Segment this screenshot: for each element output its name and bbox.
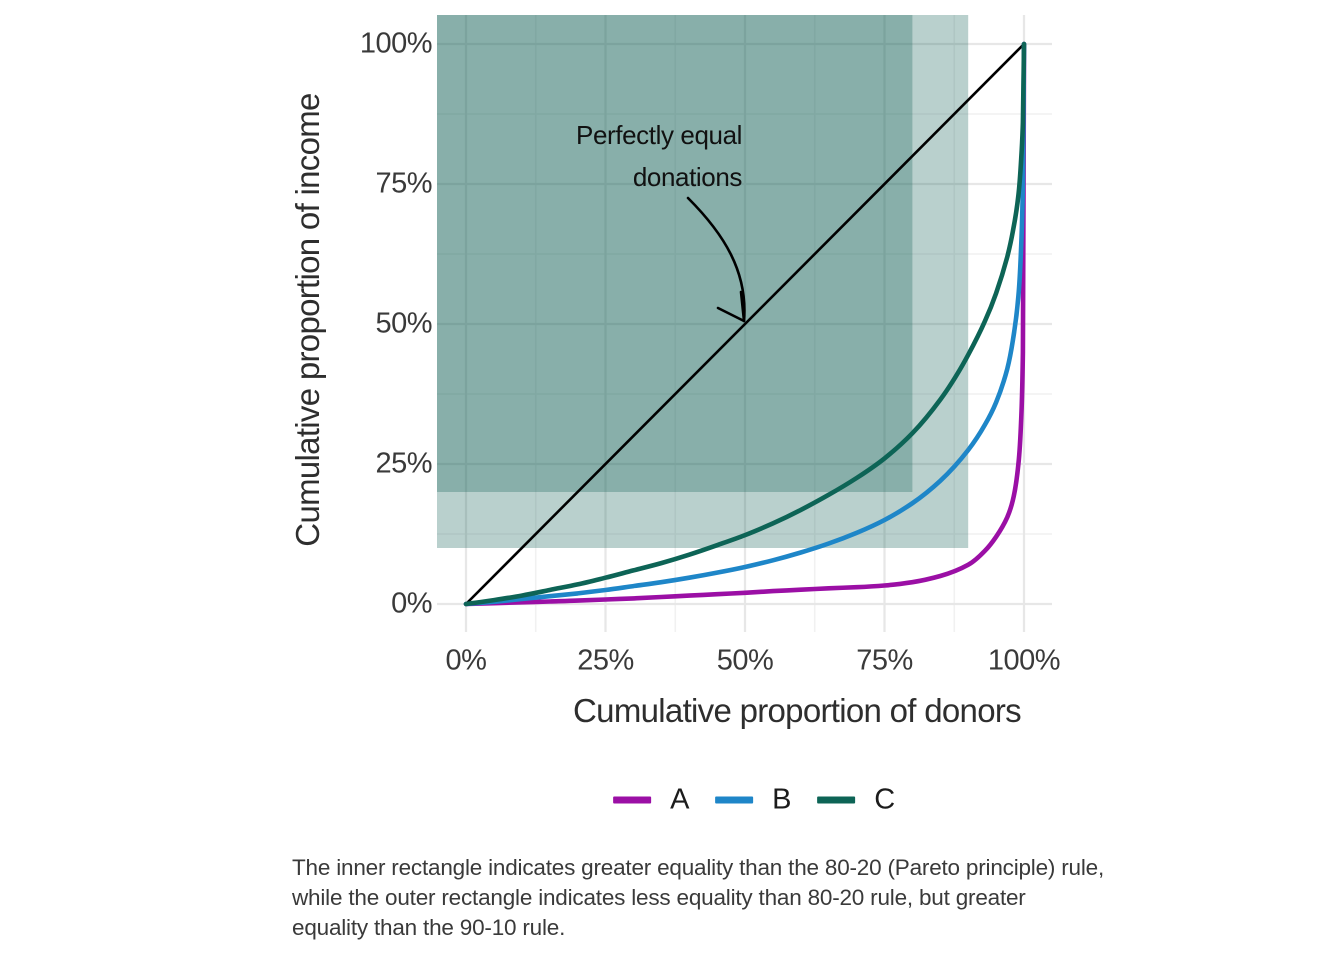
legend-item-c: C: [817, 784, 895, 817]
annotation-perfectly-equal: Perfectly equal donations: [576, 114, 742, 198]
y-tick-label: 0%: [391, 587, 432, 620]
caption: The inner rectangle indicates greater eq…: [292, 853, 1104, 943]
legend-key-line-c: [817, 796, 856, 804]
lorenz-curves: [463, 41, 1027, 607]
plot-area: [437, 15, 1052, 632]
y-tick-label: 100%: [359, 27, 433, 60]
legend: A B C: [613, 784, 895, 817]
annotation-line-1: Perfectly equal: [576, 120, 742, 150]
x-tick-label: 100%: [987, 644, 1061, 677]
annotation-arrow: [686, 196, 746, 323]
legend-label-a: A: [670, 783, 690, 816]
x-tick-label: 0%: [445, 644, 487, 677]
y-tick-label: 75%: [375, 167, 432, 200]
equality-diagonal: [465, 43, 1025, 605]
y-tick-label: 25%: [375, 447, 432, 480]
legend-item-a: A: [613, 784, 689, 817]
pareto-shaded-rects: [437, 15, 969, 548]
inner-rect-80-20: [437, 15, 913, 492]
lorenz-curve-a: [463, 41, 1027, 607]
caption-line-2: while the outer rectangle indicates less…: [292, 885, 1026, 910]
outer-rect-90-10: [437, 15, 969, 548]
legend-key-line-b: [715, 796, 754, 804]
caption-line-3: equality than the 90-10 rule.: [292, 915, 566, 940]
annotation-line-2: donations: [632, 162, 743, 192]
lorenz-curve-b: [463, 41, 1027, 607]
legend-key-line-a: [613, 796, 652, 804]
legend-item-b: B: [715, 783, 792, 817]
caption-line-1: The inner rectangle indicates greater eq…: [292, 855, 1105, 880]
x-tick-label: 50%: [716, 644, 774, 677]
equality-diagonal-line: [465, 43, 1025, 605]
legend-label-c: C: [874, 783, 895, 816]
legend-label-b: B: [772, 783, 792, 816]
x-tick-label: 75%: [856, 644, 913, 677]
y-axis-title: Cumulative proportion of income: [289, 93, 326, 547]
arrow-shaft: [686, 196, 746, 323]
y-tick-label: 50%: [375, 307, 432, 340]
x-axis-title: Cumulative proportion of donors: [573, 692, 1022, 729]
lorenz-curve-c: [463, 41, 1027, 607]
x-tick-label: 25%: [577, 644, 634, 677]
arrow-head: [716, 290, 746, 323]
